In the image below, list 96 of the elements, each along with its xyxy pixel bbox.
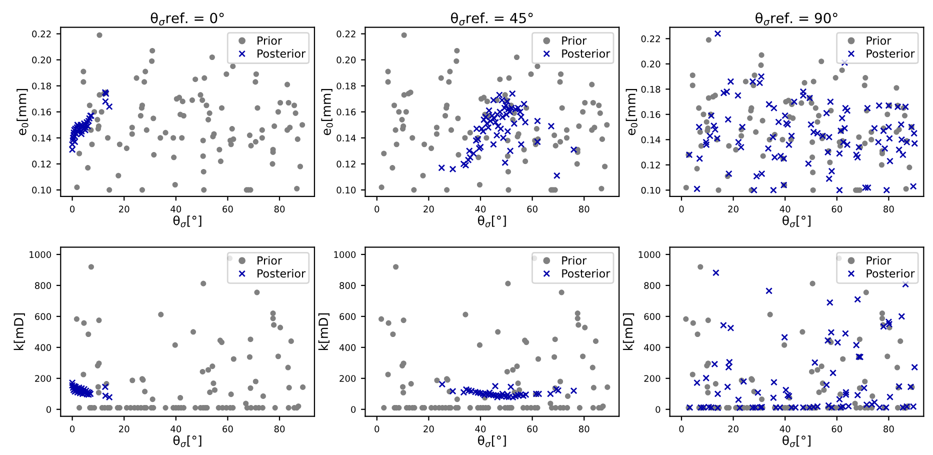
x-tick-label: 60 (527, 426, 538, 432)
y-tick-label: 0.20 (336, 56, 356, 64)
x-tick-label: 40 (170, 206, 182, 212)
x-tick-label: 40 (475, 206, 486, 212)
x-tick-label: 80 (578, 426, 590, 432)
y-tick-label: 0.20 (32, 56, 52, 64)
x-tick-label: 20 (119, 426, 130, 432)
x-tick-label: 0 (374, 206, 380, 212)
x-axis-title: θ$_{σ}$[°] (173, 215, 202, 228)
y-tick-label: 0.10 (336, 186, 356, 194)
x-tick-label: 80 (884, 426, 894, 432)
x-tick-label: 20 (424, 206, 434, 212)
legend-label: Prior (866, 36, 892, 45)
legend-label: Posterior (866, 269, 915, 278)
y-tick-label: 400 (34, 344, 52, 351)
y-tick-label: 1000 (334, 251, 356, 258)
y-axis-title: e$_{0}$[mm] (321, 89, 333, 136)
x-tick-label: 40 (780, 426, 790, 432)
y-tick-label: 0.10 (32, 186, 52, 194)
y-tick-label: 0.10 (641, 186, 660, 194)
legend-label: Posterior (866, 49, 915, 58)
y-tick-label: 600 (644, 313, 660, 320)
legend-label: Prior (866, 256, 892, 265)
y-tick-label: 0 (656, 406, 660, 413)
y-tick-label: 0.18 (336, 82, 356, 90)
y-tick-label: 0.14 (32, 134, 52, 142)
x-tick-label: 60 (832, 206, 842, 212)
y-axis-title: k[mD] (14, 313, 25, 350)
y-tick-label: 200 (340, 375, 356, 382)
x-tick-label: 80 (274, 426, 285, 432)
y-tick-label: 0.16 (641, 111, 660, 118)
x-tick-label: 20 (728, 206, 738, 212)
x-tick-label: 20 (119, 206, 130, 212)
chart-title: θ$_{σ}$ref. = 90° (756, 12, 838, 26)
x-tick-label: 0 (679, 426, 684, 432)
y-tick-label: 0.20 (641, 60, 660, 68)
x-tick-label: 60 (222, 206, 233, 212)
x-tick-label: 0 (70, 426, 75, 432)
y-tick-label: 600 (340, 313, 356, 320)
x-tick-label: 20 (424, 426, 434, 432)
y-tick-label: 0.22 (32, 30, 51, 38)
y-tick-label: 400 (644, 344, 660, 351)
y-tick-label: 800 (644, 282, 660, 289)
y-tick-label: 0.22 (336, 30, 356, 38)
y-axis-title: k[mD] (318, 313, 330, 350)
x-tick-label: 80 (578, 206, 590, 212)
y-tick-label: 0.16 (32, 108, 52, 116)
y-tick-label: 800 (340, 282, 356, 289)
legend-label: Prior (258, 36, 282, 45)
x-tick-label: 0 (679, 206, 684, 212)
x-tick-label: 80 (884, 206, 894, 212)
x-tick-label: 80 (274, 206, 285, 212)
y-axis-title: e$_{0}$[mm] (626, 89, 638, 136)
legend-label: Prior (562, 256, 587, 265)
legend-label: Posterior (562, 49, 610, 58)
x-axis-title: θ$_{σ}$[°] (782, 435, 810, 448)
y-axis-title: k[mD] (622, 313, 634, 350)
x-axis-title: θ$_{σ}$[°] (173, 435, 202, 448)
y-tick-label: 0.18 (32, 82, 51, 90)
y-tick-label: 0 (351, 406, 356, 413)
x-tick-label: 60 (222, 426, 233, 432)
y-tick-label: 800 (35, 282, 52, 289)
legend-label: Posterior (258, 269, 306, 278)
legend-label: Prior (258, 256, 282, 265)
y-tick-label: 600 (35, 313, 52, 320)
y-tick-label: 0.12 (336, 160, 356, 168)
y-tick-label: 0.18 (641, 86, 660, 93)
y-tick-label: 1000 (638, 251, 660, 258)
chart-title: θ$_{σ}$ref. = 0° (150, 12, 224, 26)
x-axis-title: θ$_{σ}$[°] (478, 435, 506, 448)
y-tick-label: 0.12 (641, 162, 660, 168)
y-tick-label: 1000 (30, 251, 52, 258)
y-tick-label: 0.14 (641, 136, 660, 144)
x-tick-label: 40 (475, 426, 486, 432)
x-tick-label: 60 (527, 206, 538, 212)
x-axis-title: θ$_{σ}$[°] (478, 215, 506, 228)
y-tick-label: 200 (644, 375, 660, 382)
x-tick-label: 40 (170, 426, 182, 432)
y-tick-label: 0 (46, 406, 52, 413)
y-tick-label: 0.14 (336, 134, 356, 142)
x-tick-label: 0 (70, 206, 75, 212)
legend-label: Posterior (562, 269, 610, 278)
x-tick-label: 60 (832, 426, 842, 432)
chart-title: θ$_{σ}$ref. = 45° (450, 12, 533, 26)
x-tick-label: 0 (374, 426, 380, 432)
y-tick-label: 200 (35, 375, 52, 382)
legend-label: Prior (562, 36, 587, 45)
y-tick-label: 0.16 (336, 108, 356, 116)
y-tick-label: 400 (339, 344, 356, 351)
y-tick-label: 0.22 (641, 35, 660, 42)
y-axis-title: e$_{0}$[mm] (16, 89, 28, 136)
x-tick-label: 20 (728, 426, 738, 432)
legend-label: Posterior (258, 49, 306, 58)
x-axis-title: θ$_{σ}$[°] (782, 215, 810, 228)
x-tick-label: 40 (780, 206, 790, 212)
y-tick-label: 0.12 (32, 160, 51, 168)
